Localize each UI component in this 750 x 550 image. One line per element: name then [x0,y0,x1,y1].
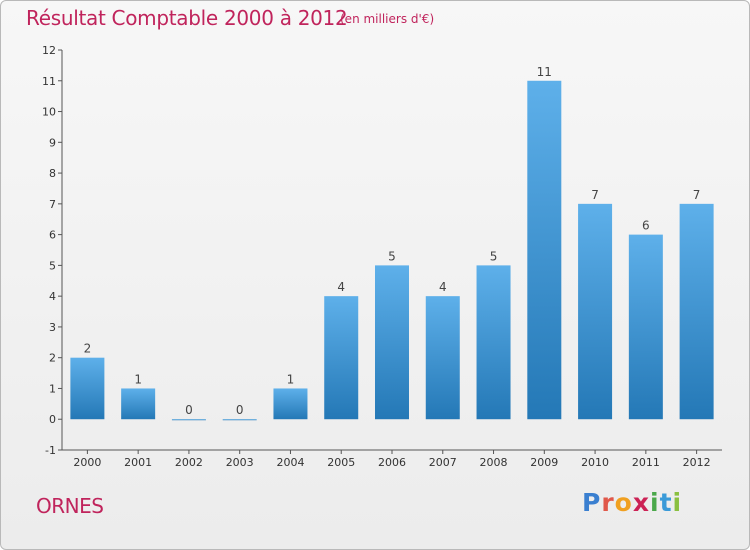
bar[interactable] [628,234,663,420]
bar-value-label: 2 [84,342,92,356]
x-tick-label: 2000 [73,456,101,469]
logo-letter: P [582,488,602,517]
bar[interactable] [578,203,613,420]
y-tick-label: 9 [49,136,56,149]
bar-value-label: 7 [591,188,599,202]
y-tick-label: 3 [49,321,56,334]
y-tick-label: 8 [49,167,56,180]
bar-value-label: 4 [337,280,345,294]
y-tick-label: 10 [42,106,56,119]
x-tick-label: 2006 [378,456,406,469]
bar-value-label: 1 [287,372,295,386]
bar-value-label: 5 [490,249,498,263]
logo-letter: r [601,488,615,517]
bars [70,80,714,421]
x-tick-label: 2003 [226,456,254,469]
chart-subtitle: (en milliers d'€) [340,12,435,26]
bar[interactable] [425,296,460,420]
bar-value-label: 7 [693,188,701,202]
bar-value-label: 5 [388,249,396,263]
logo-letter: x [632,488,650,517]
x-tick-label: 2004 [276,456,304,469]
bar-value-label: 0 [236,403,244,417]
y-tick-label: 6 [49,229,56,242]
x-tick-label: 2008 [480,456,508,469]
bar-value-label: 6 [642,219,650,233]
logo-letter: t [659,488,673,517]
bar-value-label: 0 [185,403,193,417]
y-tick-label: 12 [42,44,56,57]
bar[interactable] [476,265,511,420]
x-tick-label: 2012 [683,456,711,469]
bar[interactable] [70,357,105,420]
logo-letter: o [614,488,633,517]
chart-title: Résultat Comptable 2000 à 2012 [26,6,348,30]
y-tick-label: 7 [49,198,56,211]
x-tick-label: 2010 [581,456,609,469]
y-tick-label: 2 [49,352,56,365]
bar[interactable] [679,203,714,420]
y-tick-label: 11 [42,75,56,88]
x-tick-label: 2007 [429,456,457,469]
y-tick-label: 5 [49,259,56,272]
commune-name: ORNES [36,494,104,518]
bar[interactable] [171,419,206,421]
y-tick-label: 4 [49,290,56,303]
bar[interactable] [222,419,257,421]
bar-value-label: 11 [537,65,552,79]
logo-letter: i [672,488,683,517]
bar[interactable] [273,388,308,420]
bar[interactable] [527,80,562,420]
data-labels: 2 1 0 0 1 4 5 4 5 11 7 6 7 [84,65,701,417]
bar[interactable] [121,388,156,420]
x-tick-label: 2009 [530,456,558,469]
proxiti-logo[interactable]: Proxiti [582,488,682,517]
y-tick-label: -1 [45,444,56,457]
bar-value-label: 4 [439,280,447,294]
bar-value-label: 1 [134,372,142,386]
bar[interactable] [375,265,409,420]
x-tick-label: 2005 [327,456,355,469]
bar[interactable] [324,296,359,420]
x-tick-label: 2002 [175,456,203,469]
y-tick-label: 1 [49,382,56,395]
y-tick-label: 0 [49,413,56,426]
x-tick-label: 2001 [124,456,152,469]
logo-letter: i [650,488,660,517]
x-tick-label: 2011 [632,456,660,469]
